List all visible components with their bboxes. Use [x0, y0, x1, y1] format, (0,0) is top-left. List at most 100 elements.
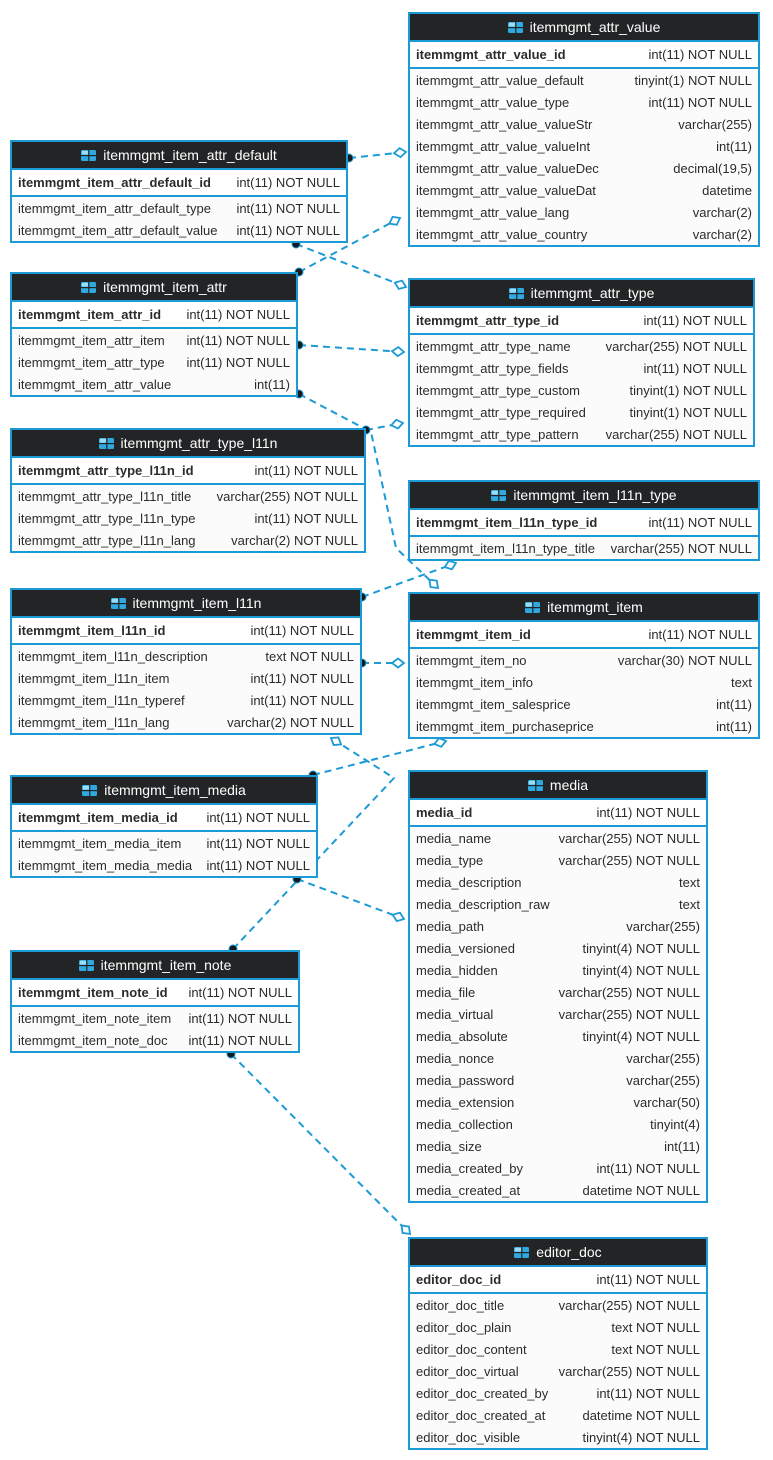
table-itemmgmt_attr_value[interactable]: itemmgmt_attr_value itemmgmt_attr_value_i…	[408, 12, 760, 247]
column-name: itemmgmt_item_attr_id	[18, 307, 162, 322]
table-icon	[525, 601, 541, 613]
column-name: media_description_raw	[416, 896, 550, 912]
column-type: int(11) NOT NULL	[206, 810, 310, 825]
diamond-endpoint-icon	[329, 736, 343, 746]
primary-key-row: itemmgmt_item_l11n_id int(11) NOT NULL	[12, 618, 360, 645]
column-type: tinyint(1) NOT NULL	[629, 404, 747, 420]
column-type: text NOT NULL	[611, 1319, 700, 1335]
table-itemmgmt_item_l11n_type[interactable]: itemmgmt_item_l11n_type itemmgmt_item_l11…	[408, 480, 760, 561]
column-name: media_nonce	[416, 1050, 495, 1066]
table-itemmgmt_attr_type[interactable]: itemmgmt_attr_type itemmgmt_attr_type_id i…	[408, 278, 755, 447]
table-title: itemmgmt_item_l11n_type	[513, 487, 677, 503]
column-row: media_nonce varchar(255)	[410, 1047, 706, 1069]
column-name: media_name	[416, 830, 492, 846]
table-editor_doc[interactable]: editor_doc editor_doc_id int(11) NOT NULL e…	[408, 1237, 708, 1450]
table-icon	[110, 597, 126, 609]
table-header: itemmgmt_item_l11n	[12, 590, 360, 618]
column-name: media_virtual	[416, 1006, 494, 1022]
column-type: int(11) NOT NULL	[596, 805, 700, 820]
primary-key-row: media_id int(11) NOT NULL	[410, 800, 706, 827]
diamond-endpoint-icon	[400, 1224, 412, 1236]
column-row: itemmgmt_item_attr_type int(11) NOT NULL	[12, 351, 296, 373]
column-type: varchar(255) NOT NULL	[558, 1006, 700, 1022]
column-type: int(11) NOT NULL	[206, 857, 310, 873]
table-itemmgmt_item_media[interactable]: itemmgmt_item_media itemmgmt_item_media_i…	[10, 775, 318, 878]
column-name: itemmgmt_attr_value_valueDat	[416, 182, 596, 198]
relationship-line	[295, 243, 396, 284]
table-header: editor_doc	[410, 1239, 706, 1267]
diamond-endpoint-icon	[390, 345, 406, 358]
column-name: itemmgmt_attr_type_required	[416, 404, 586, 420]
column-row: itemmgmt_attr_value_valueDat datetime	[410, 179, 758, 201]
column-type: decimal(19,5)	[673, 160, 752, 176]
column-name: media_created_at	[416, 1182, 521, 1198]
column-name: media_absolute	[416, 1028, 508, 1044]
column-type: int(11) NOT NULL	[648, 515, 752, 530]
column-type: int(11) NOT NULL	[236, 200, 340, 216]
column-name: editor_doc_plain	[416, 1319, 512, 1335]
column-type: int(11)	[716, 138, 752, 154]
column-name: media_extension	[416, 1094, 515, 1110]
column-row: itemmgmt_item_note_item int(11) NOT NULL	[12, 1007, 298, 1029]
table-media[interactable]: media media_id int(11) NOT NULL media_name v…	[408, 770, 708, 1203]
column-type: varchar(255)	[626, 1050, 700, 1066]
column-type: int(11) NOT NULL	[648, 47, 752, 62]
column-name: itemmgmt_attr_value_type	[416, 94, 570, 110]
column-type: varchar(255) NOT NULL	[605, 338, 747, 354]
column-name: media_path	[416, 918, 484, 934]
column-row: itemmgmt_item_attr_default_value int(11) …	[12, 219, 346, 241]
column-row: itemmgmt_attr_type_fields int(11) NOT NUL…	[410, 357, 753, 379]
column-row: itemmgmt_attr_value_lang varchar(2)	[410, 201, 758, 223]
table-itemmgmt_item_l11n[interactable]: itemmgmt_item_l11n itemmgmt_item_l11n_id i…	[10, 588, 362, 735]
primary-key-row: editor_doc_id int(11) NOT NULL	[410, 1267, 706, 1294]
column-type: varchar(255) NOT NULL	[558, 1297, 700, 1313]
column-type: int(11) NOT NULL	[596, 1385, 700, 1401]
column-name: editor_doc_virtual	[416, 1363, 519, 1379]
column-row: editor_doc_plain text NOT NULL	[410, 1316, 706, 1338]
table-itemmgmt_item_attr[interactable]: itemmgmt_item_attr itemmgmt_item_attr_id i…	[10, 272, 298, 397]
column-type: int(11)	[716, 718, 752, 734]
column-row: itemmgmt_item_purchaseprice int(11)	[410, 715, 758, 737]
column-type: tinyint(4) NOT NULL	[582, 962, 700, 978]
column-name: itemmgmt_item_attr_item	[18, 332, 165, 348]
primary-key-row: itemmgmt_item_note_id int(11) NOT NULL	[12, 980, 298, 1007]
column-row: itemmgmt_attr_value_type int(11) NOT NULL	[410, 91, 758, 113]
column-type: varchar(30) NOT NULL	[617, 652, 752, 668]
column-type: datetime NOT NULL	[582, 1182, 700, 1198]
column-type: datetime NOT NULL	[582, 1407, 700, 1423]
table-header: itemmgmt_attr_value	[410, 14, 758, 42]
column-row: itemmgmt_item_l11n_item int(11) NOT NULL	[12, 667, 360, 689]
table-title: itemmgmt_item_note	[100, 957, 232, 973]
column-name: itemmgmt_attr_type_pattern	[416, 426, 579, 442]
column-row: media_description text	[410, 871, 706, 893]
column-name: itemmgmt_item_attr_type	[18, 354, 165, 370]
column-name: itemmgmt_attr_type_l11n_lang	[18, 532, 196, 548]
column-name: itemmgmt_attr_type_l11n_type	[18, 510, 196, 526]
column-row: media_file varchar(255) NOT NULL	[410, 981, 706, 1003]
column-type: varchar(2)	[692, 226, 752, 242]
table-itemmgmt_attr_type_l11n[interactable]: itemmgmt_attr_type_l11n itemmgmt_attr_typ…	[10, 428, 366, 553]
column-type: int(11) NOT NULL	[186, 307, 290, 322]
table-itemmgmt_item[interactable]: itemmgmt_item itemmgmt_item_id int(11) NOT…	[408, 592, 760, 739]
column-name: itemmgmt_attr_value_country	[416, 226, 588, 242]
relationship-itemmgmt_item_attr_default-to-itemmgmt_attr_type	[291, 239, 408, 291]
column-type: int(11) NOT NULL	[250, 692, 354, 708]
table-itemmgmt_item_note[interactable]: itemmgmt_item_note itemmgmt_item_note_id i…	[10, 950, 300, 1053]
column-row: media_collection tinyint(4)	[410, 1113, 706, 1135]
column-type: int(11) NOT NULL	[254, 463, 358, 478]
column-name: itemmgmt_attr_value_default	[416, 72, 584, 88]
column-row: media_virtual varchar(255) NOT NULL	[410, 1003, 706, 1025]
column-name: itemmgmt_attr_value_valueStr	[416, 116, 593, 132]
column-type: varchar(2) NOT NULL	[227, 714, 354, 730]
table-itemmgmt_item_attr_default[interactable]: itemmgmt_item_attr_default itemmgmt_item_…	[10, 140, 348, 243]
column-row: itemmgmt_item_l11n_typeref int(11) NOT NU…	[12, 689, 360, 711]
column-type: int(11) NOT NULL	[186, 354, 290, 370]
column-name: itemmgmt_item_l11n_description	[18, 648, 208, 664]
table-header: itemmgmt_item	[410, 594, 758, 622]
column-row: itemmgmt_item_no varchar(30) NOT NULL	[410, 649, 758, 671]
table-icon	[82, 784, 98, 796]
column-name: itemmgmt_item_l11n_typeref	[18, 692, 185, 708]
table-icon	[98, 437, 114, 449]
column-name: itemmgmt_item_id	[416, 627, 531, 642]
